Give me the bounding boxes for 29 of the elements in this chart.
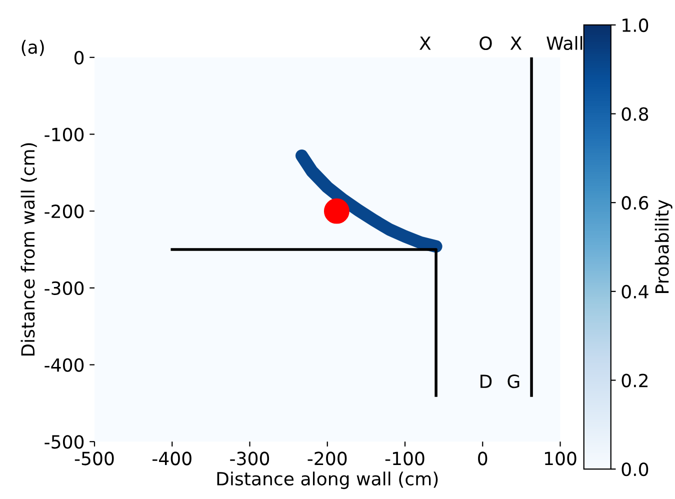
x-tick-label: 0 bbox=[478, 452, 488, 466]
y-tick-label: -300 bbox=[44, 281, 84, 296]
text: Wall bbox=[546, 36, 582, 50]
x-tick-label: -100 bbox=[385, 452, 424, 466]
color-bar-label: 1.0 bbox=[622, 18, 648, 32]
x-tick-label: -400 bbox=[152, 452, 192, 466]
x-axis-title: Distance along wall (cm) bbox=[217, 472, 438, 490]
color-bar-title: Probability bbox=[654, 200, 672, 293]
x-tick-label: -500 bbox=[74, 452, 114, 466]
y-tick-label: -100 bbox=[44, 128, 84, 142]
y-tick-label: -400 bbox=[44, 358, 84, 372]
y-tick-label: -200 bbox=[44, 204, 84, 218]
color-bar-label: 0.0 bbox=[622, 462, 648, 476]
y-tick-label: -500 bbox=[44, 435, 84, 449]
text: (a) bbox=[22, 40, 44, 56]
y-tick-label: 0 bbox=[74, 50, 84, 64]
text: X bbox=[420, 36, 431, 50]
x-tick-label: -200 bbox=[308, 452, 347, 466]
x-tick-label: 100 bbox=[545, 452, 576, 466]
annotation: D bbox=[480, 374, 492, 388]
color-bar-label: 0.2 bbox=[622, 374, 648, 388]
x-tick-label: -300 bbox=[230, 452, 270, 466]
text: X bbox=[510, 36, 522, 50]
color-bar-label: 0.4 bbox=[622, 284, 648, 299]
annotation: G bbox=[508, 374, 520, 388]
y-axis-title: Distance from wall (cm) bbox=[20, 143, 37, 356]
color-bar-label: 0.6 bbox=[622, 196, 648, 210]
color-bar-label: 0.8 bbox=[622, 107, 648, 121]
text: O bbox=[480, 36, 492, 50]
